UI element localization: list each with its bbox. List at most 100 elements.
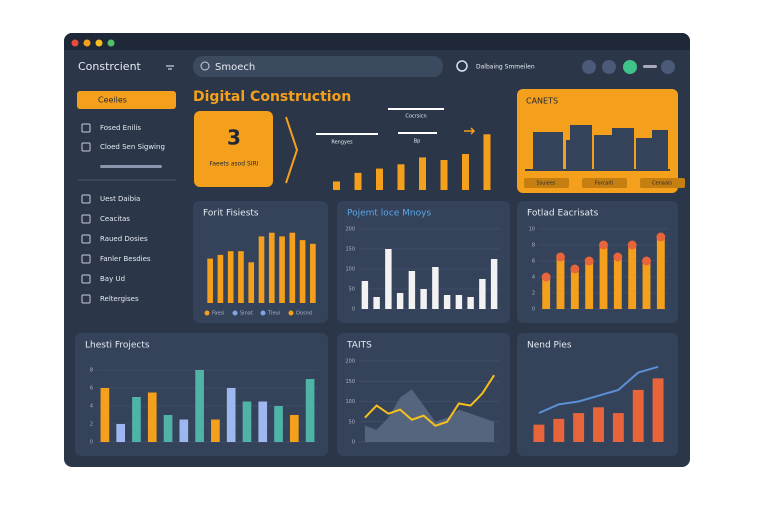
bar-cap [613, 252, 623, 262]
bar [599, 245, 608, 309]
sidebar-item[interactable]: Cloed Sen Sigwing [100, 143, 165, 151]
y-tick-label: 10 [529, 227, 535, 233]
icon-button[interactable] [602, 60, 616, 74]
y-tick-label: 6 [532, 259, 535, 265]
min-dot[interactable] [83, 39, 91, 47]
bar [274, 406, 283, 442]
summary-label: Rengyes [331, 140, 353, 146]
bar-cap [627, 240, 637, 250]
zoom-dot[interactable] [107, 39, 115, 47]
bar [242, 401, 252, 442]
sidebar-item[interactable]: Ceacitas [100, 215, 130, 223]
sidebar-item[interactable]: Raued Dosies [100, 235, 148, 243]
sidebar-button[interactable] [77, 91, 176, 109]
sidebar-item[interactable]: Fanler Besdies [100, 255, 151, 263]
y-tick-label: 0 [352, 440, 355, 446]
search-placeholder: Smoech [215, 62, 255, 73]
bar [333, 181, 340, 190]
legend-label: Oosnd [296, 311, 312, 317]
toggle[interactable] [643, 65, 657, 68]
bar [305, 379, 315, 442]
bar [211, 419, 220, 442]
y-tick-label: 100 [345, 267, 355, 273]
bar [385, 249, 392, 309]
legend-label: Tleui [267, 311, 280, 317]
main-title: Digital Construction [193, 89, 351, 105]
y-tick-label: 0 [90, 440, 93, 446]
bar [116, 424, 126, 442]
bar [593, 407, 604, 442]
user-icon[interactable] [456, 60, 468, 72]
bar-cap [656, 232, 666, 242]
bar [310, 243, 316, 303]
y-tick-label: 2 [532, 291, 535, 297]
status-button[interactable] [623, 60, 637, 74]
y-tick-label: 6 [90, 386, 93, 392]
kpi-card [194, 111, 273, 187]
bar [289, 415, 299, 442]
bar [227, 251, 234, 303]
bar [483, 134, 491, 190]
summary-label: Cocrsicn [405, 114, 426, 120]
sidebar-icon [81, 194, 91, 204]
bar [258, 401, 268, 442]
panel-title: Lhesti Frojects [85, 341, 150, 351]
bar [553, 418, 565, 442]
bar [147, 392, 157, 442]
bar-cap [570, 264, 580, 274]
bar [179, 419, 189, 442]
panel-title: Nend Pies [527, 341, 572, 351]
sidebar-icon [81, 142, 91, 152]
y-tick-label: 0 [532, 307, 535, 313]
y-tick-label: 150 [345, 379, 355, 385]
sidebar-item[interactable]: Uest Daibia [100, 195, 140, 203]
icon-button[interactable] [582, 60, 596, 74]
bar [542, 277, 551, 309]
bar [279, 236, 285, 303]
bar [373, 297, 380, 309]
bar [628, 245, 637, 309]
legend-label: Sinat [240, 311, 253, 317]
bar [361, 281, 369, 309]
close-dot[interactable] [71, 39, 79, 47]
bar [226, 388, 236, 442]
bar [556, 257, 565, 309]
y-tick-label: 2 [90, 422, 93, 428]
bar [258, 236, 265, 303]
sidebar-icon [81, 214, 91, 224]
max-dot[interactable] [95, 39, 103, 47]
progress [100, 165, 162, 168]
bar [467, 297, 474, 309]
search-box[interactable] [193, 56, 443, 77]
bar [248, 262, 255, 303]
bar-cap [584, 256, 594, 266]
y-tick-label: 50 [349, 287, 355, 293]
line [364, 374, 495, 427]
bar [455, 295, 463, 309]
bar [163, 415, 173, 442]
bar [570, 269, 579, 309]
legend-dot [288, 310, 294, 316]
icon-button[interactable] [661, 60, 675, 74]
sidebar-item[interactable]: Bay Ud [100, 275, 125, 283]
y-tick-label: 200 [345, 359, 355, 365]
bar [642, 261, 651, 309]
sidebar-icon [81, 274, 91, 284]
y-tick-label: 0 [352, 307, 355, 313]
chevron [285, 116, 299, 184]
panel-title: Fotlad Eacrisats [527, 209, 599, 219]
summary-label: Bp [414, 139, 421, 145]
sidebar-item[interactable]: Fosed Enilis [100, 124, 141, 132]
bar [299, 240, 306, 303]
bar-cap [556, 252, 565, 262]
main-title-group: Digital Construction [193, 89, 351, 105]
menu-icon[interactable] [166, 65, 174, 70]
bar [238, 251, 244, 303]
panel [517, 201, 678, 323]
card-label: Cenaais [652, 181, 672, 187]
y-tick-label: 100 [345, 399, 355, 405]
bar [490, 259, 498, 309]
bar [195, 370, 204, 442]
bar [613, 257, 622, 309]
sidebar-item[interactable]: Reltergises [100, 295, 139, 303]
